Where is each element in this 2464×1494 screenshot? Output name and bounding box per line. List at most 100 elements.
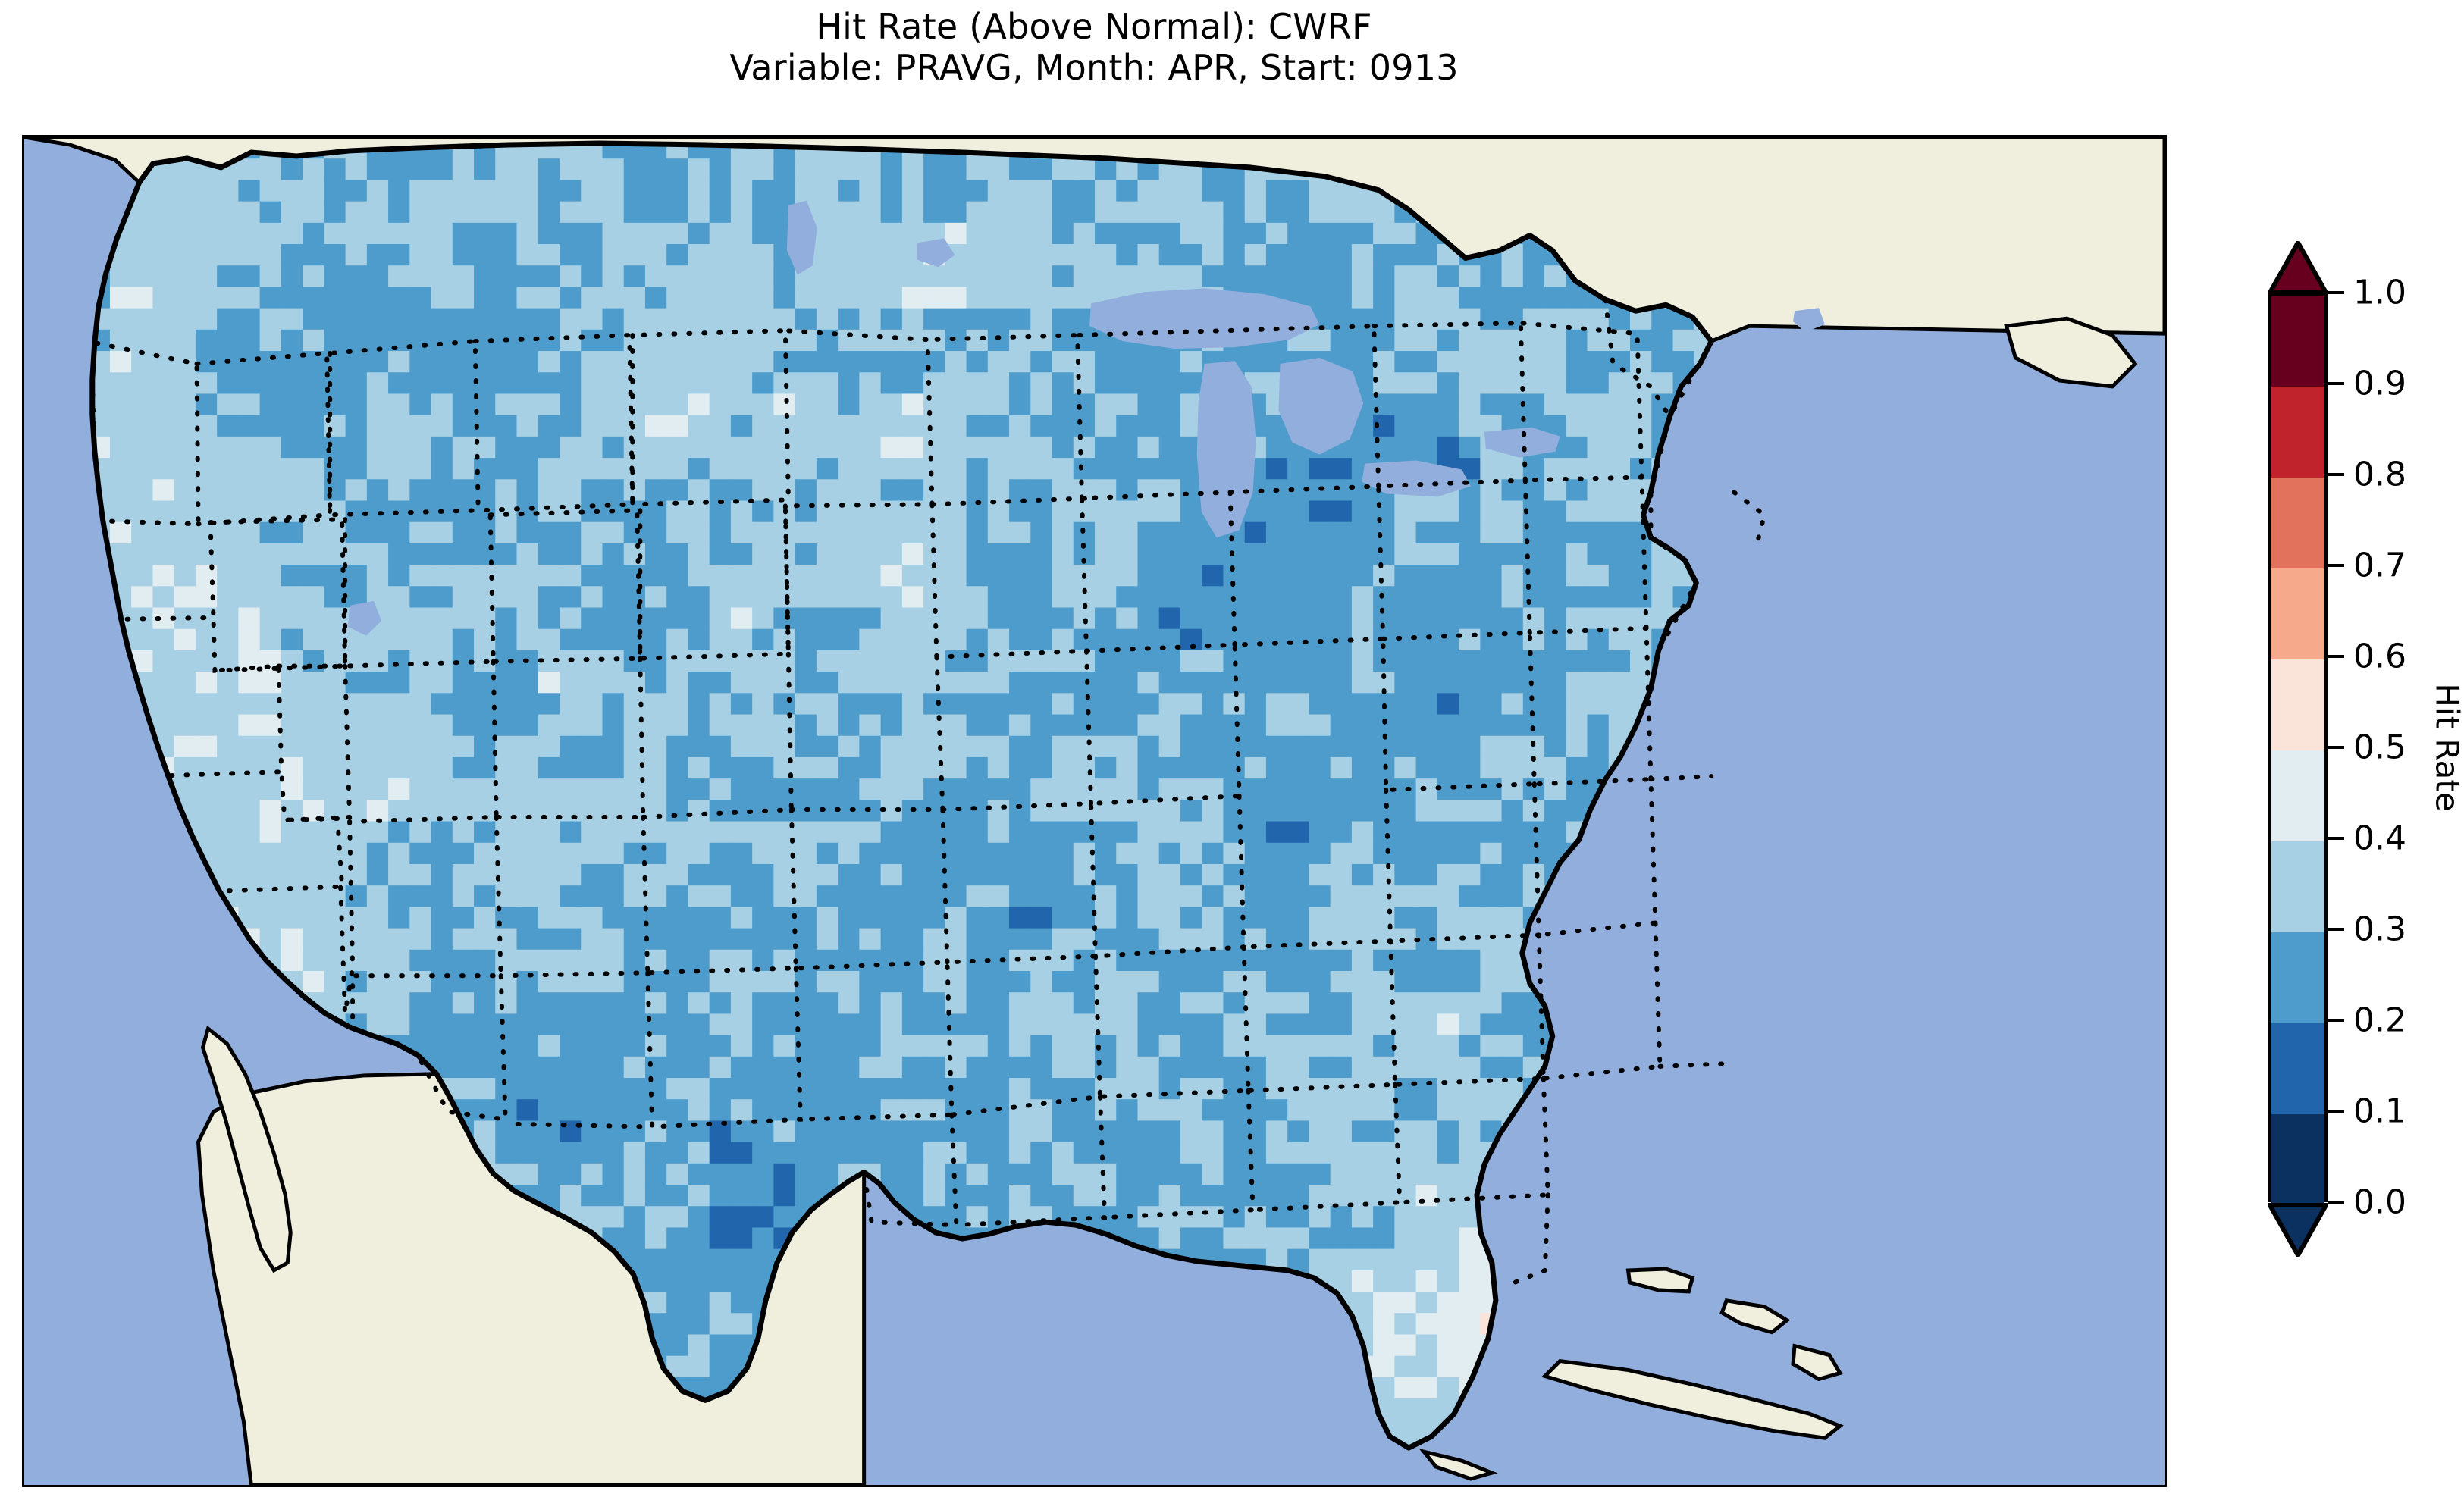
grid-cell xyxy=(452,1078,475,1100)
grid-cell xyxy=(152,308,175,330)
grid-cell xyxy=(730,586,753,609)
grid-cell xyxy=(1651,329,1674,352)
grid-cell xyxy=(688,393,710,416)
grid-cell xyxy=(880,1163,903,1185)
grid-cell xyxy=(987,287,1010,309)
grid-cell xyxy=(1544,458,1566,480)
grid-cell xyxy=(324,607,346,630)
grid-cell xyxy=(1351,201,1374,224)
grid-cell xyxy=(1566,287,1588,309)
grid-cell xyxy=(366,650,389,672)
grid-cell xyxy=(259,928,282,951)
grid-cell xyxy=(1501,265,1524,288)
grid-cell xyxy=(816,287,839,309)
grid-cell xyxy=(816,672,839,694)
grid-cell xyxy=(1052,329,1074,352)
grid-cell xyxy=(666,778,689,801)
grid-cell xyxy=(1415,992,1438,1015)
grid-cell xyxy=(1030,735,1053,758)
grid-cell xyxy=(1330,672,1353,694)
grid-cell xyxy=(1459,1099,1481,1122)
grid-cell xyxy=(366,756,389,779)
grid-cell xyxy=(1052,970,1074,993)
grid-cell xyxy=(795,586,817,609)
grid-cell xyxy=(1180,928,1202,951)
grid-cell xyxy=(345,521,368,544)
grid-cell xyxy=(730,992,753,1015)
grid-cell xyxy=(1415,521,1438,544)
grid-cell xyxy=(1459,1013,1481,1036)
grid-cell xyxy=(1244,607,1267,630)
grid-cell xyxy=(538,543,560,565)
grid-cell xyxy=(987,1142,1010,1164)
grid-cell xyxy=(1116,735,1139,758)
grid-cell xyxy=(1522,393,1545,416)
grid-cell xyxy=(1351,735,1374,758)
cuba-island xyxy=(1541,1358,1844,1440)
grid-cell xyxy=(1501,521,1524,544)
grid-cell xyxy=(1351,436,1374,459)
grid-cell xyxy=(923,1099,946,1122)
grid-cell xyxy=(880,863,903,886)
grid-cell xyxy=(838,415,861,437)
grid-cell xyxy=(259,842,282,865)
grid-cell xyxy=(366,201,389,224)
grid-cell xyxy=(688,372,710,395)
grid-cell xyxy=(709,308,732,330)
grid-cell xyxy=(1030,821,1053,844)
grid-cell xyxy=(966,970,989,993)
grid-cell xyxy=(409,521,432,544)
grid-cell xyxy=(174,372,196,395)
grid-cell xyxy=(1030,543,1053,565)
grid-cell xyxy=(838,1035,861,1057)
grid-cell xyxy=(1137,693,1160,716)
grid-cell xyxy=(1009,735,1031,758)
grid-cell xyxy=(666,393,689,416)
grid-cell xyxy=(538,907,560,929)
grid-cell xyxy=(1309,800,1331,822)
grid-cell xyxy=(1158,586,1181,609)
grid-cell xyxy=(1415,1056,1438,1079)
grid-cell xyxy=(880,821,903,844)
grid-cell xyxy=(709,778,732,801)
grid-cell xyxy=(1351,222,1374,245)
grid-cell xyxy=(859,693,882,716)
grid-cell xyxy=(838,907,861,929)
grid-cell xyxy=(538,1142,560,1164)
grid-cell xyxy=(1073,500,1096,523)
grid-cell xyxy=(838,863,861,886)
grid-cell xyxy=(259,351,282,373)
grid-cell xyxy=(795,180,817,202)
grid-cell xyxy=(1437,436,1459,459)
grid-cell xyxy=(1309,244,1331,266)
grid-cell xyxy=(1116,778,1139,801)
grid-cell xyxy=(1030,436,1053,459)
grid-cell xyxy=(345,393,368,416)
grid-cell xyxy=(1587,586,1610,609)
grid-cell xyxy=(1459,714,1481,737)
grid-cell xyxy=(1373,244,1396,266)
grid-cell xyxy=(1522,650,1545,672)
grid-cell xyxy=(131,372,154,395)
grid-cell xyxy=(1415,756,1438,779)
grid-cell xyxy=(1202,863,1224,886)
grid-cell xyxy=(581,351,603,373)
grid-cell xyxy=(1073,672,1096,694)
grid-cell xyxy=(966,244,989,266)
grid-cell xyxy=(1394,329,1417,352)
grid-cell xyxy=(688,693,710,716)
grid-cell xyxy=(730,479,753,502)
grid-cell xyxy=(324,436,346,459)
grid-cell xyxy=(238,821,261,844)
grid-cell xyxy=(880,180,903,202)
grid-cell xyxy=(1522,287,1545,309)
grid-cell xyxy=(1265,863,1288,886)
grid-cell xyxy=(1180,180,1202,202)
grid-cell xyxy=(1330,1163,1353,1185)
grid-cell xyxy=(259,201,282,224)
grid-cell xyxy=(666,672,689,694)
grid-cell xyxy=(581,628,603,651)
grid-cell xyxy=(773,436,796,459)
grid-cell xyxy=(623,201,646,224)
grid-cell xyxy=(366,500,389,523)
